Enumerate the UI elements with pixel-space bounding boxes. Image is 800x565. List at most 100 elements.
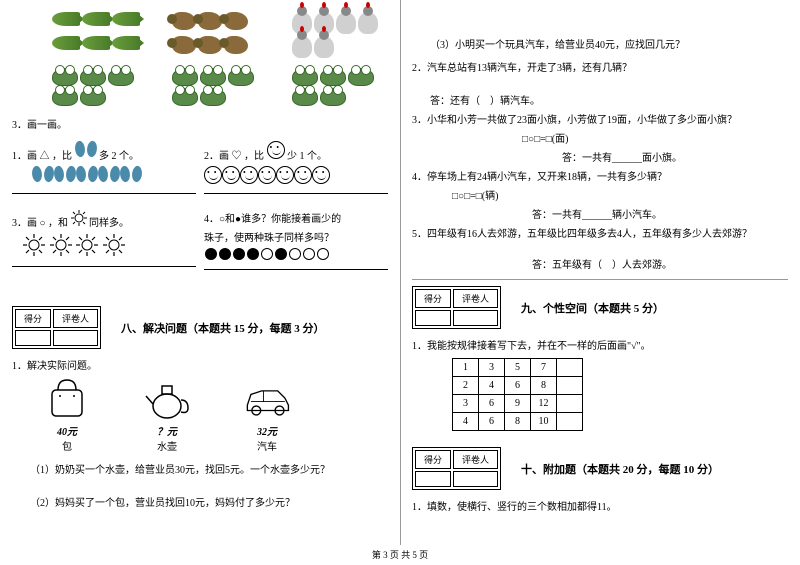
frog-group-3 — [292, 68, 382, 106]
section10-title: 十、附加题（本题共 20 分，每题 10 分） — [521, 461, 719, 477]
frog-icon — [200, 88, 226, 106]
score-cell — [15, 330, 51, 346]
q3-text: 3．画 ○ ，和 同样多。 — [12, 210, 196, 229]
draw-q3: 3．画 ○ ，和 同样多。 — [12, 206, 196, 276]
q8-5-ans: 答：五年级有（ ）人去郊游。 — [532, 256, 788, 271]
table-row: 36912 — [453, 395, 583, 413]
cell: 7 — [531, 359, 557, 377]
butterfly-icon — [32, 166, 54, 184]
frog-row — [52, 68, 388, 106]
answer-line — [204, 269, 388, 270]
face-icon — [258, 166, 276, 184]
face-icon — [312, 166, 330, 184]
score-h1: 得分 — [15, 309, 51, 328]
answer-line — [204, 193, 388, 194]
score-h2: 评卷人 — [453, 450, 498, 469]
left-column: 3．画一画。 1．画 △ ，比 多 2 个。 2．画 ♡ ，比 少 1 个。 3… — [0, 0, 400, 565]
frog-icon — [348, 68, 374, 86]
score-cell — [453, 310, 498, 326]
q8-1-2: （2）妈妈买了一个包，营业员找回10元，妈妈付了多少元？ — [30, 494, 388, 509]
butterfly-icon — [75, 141, 97, 159]
cell: 10 — [531, 413, 557, 431]
draw-row-1: 1．画 △ ，比 多 2 个。 2．画 ♡ ，比 少 1 个。 — [12, 137, 388, 200]
draw-q4: 4．○和●谁多？你能接着画少的 珠子，使两种珠子同样多吗？ — [204, 206, 388, 276]
q3-a: 3．画 ○ ，和 — [12, 218, 68, 229]
face-icon — [294, 166, 312, 184]
sun-icon — [102, 233, 126, 257]
cell: 12 — [531, 395, 557, 413]
cell: 1 — [453, 359, 479, 377]
score-cell — [453, 471, 498, 487]
dot-row — [204, 248, 388, 263]
q4-b: 珠子，使两种珠子同样多吗？ — [204, 229, 388, 244]
q8-2-ans: 答：还有（ ）辆汽车。 — [430, 92, 788, 107]
duck-icon — [198, 36, 222, 54]
cell: 3 — [479, 359, 505, 377]
butterfly-icon — [98, 166, 120, 184]
fish-icon — [112, 12, 140, 26]
q9-1: 1．我能按规律接着写下去，并在不一样的后面画"√"。 — [412, 337, 788, 352]
score-box: 得分评卷人 — [412, 447, 501, 490]
score-h2: 评卷人 — [53, 309, 98, 328]
sequence-table: 1357 2468 36912 46810 — [452, 358, 583, 431]
cell: 4 — [453, 413, 479, 431]
score-h1: 得分 — [415, 289, 451, 308]
face-row — [204, 166, 388, 187]
cell — [557, 413, 583, 431]
butterfly-icon — [54, 166, 76, 184]
duck-icon — [224, 36, 248, 54]
label-kettle: 水壶 — [142, 438, 192, 453]
section8-header: 得分评卷人 八、解决问题（本题共 15 分，每题 3 分） — [12, 306, 388, 349]
kettle-icon — [142, 376, 192, 420]
q2-b: 少 1 个。 — [287, 151, 327, 162]
draw-q1: 1．画 △ ，比 多 2 个。 — [12, 137, 196, 200]
frog-group-1 — [52, 68, 142, 106]
sun-icon — [71, 210, 87, 226]
fish-group — [52, 12, 142, 58]
frog-icon — [80, 88, 106, 106]
white-dot-icon — [289, 248, 301, 260]
cell: 8 — [531, 377, 557, 395]
page-footer: 第 3 页 共 5 页 — [0, 548, 800, 561]
q8-5: 5．四年级有16人去郊游，五年级比四年级多去4人，五年级有多少人去郊游？ — [412, 225, 788, 240]
section10-header: 得分评卷人 十、附加题（本题共 20 分，每题 10 分） — [412, 447, 788, 490]
black-dot-icon — [219, 248, 231, 260]
animal-row — [52, 12, 388, 58]
frog-icon — [52, 68, 78, 86]
fish-icon — [52, 12, 80, 26]
q8-3: 3．小华和小芳一共做了23面小旗，小芳做了19面，小华做了多少面小旗？ — [412, 111, 788, 126]
chicken-icon — [314, 36, 334, 58]
score-box: 得分评卷人 — [12, 306, 101, 349]
white-dot-icon — [303, 248, 315, 260]
duck-icon — [172, 36, 196, 54]
table-row: 2468 — [453, 377, 583, 395]
cell — [557, 359, 583, 377]
cell: 3 — [453, 395, 479, 413]
frog-icon — [292, 88, 318, 106]
q8-3-eq: □○□=□(面) — [522, 130, 788, 145]
price-bag: 40元 — [42, 423, 92, 438]
chicken-icon — [292, 36, 312, 58]
right-column: （3）小明买一个玩具汽车，给营业员40元，应找回几元？ 2．汽车总站有13辆汽车… — [400, 0, 800, 565]
q8-3-ans: 答：一共有______面小旗。 — [562, 149, 788, 164]
fish-icon — [82, 12, 110, 26]
chicken-icon — [358, 12, 378, 34]
q8-1-3: （3）小明买一个玩具汽车，给营业员40元，应找回几元？ — [430, 36, 788, 51]
sun-icon — [75, 233, 99, 257]
chicken-group — [292, 12, 382, 58]
bag-icon — [42, 376, 92, 420]
draw-q2: 2．画 ♡ ，比 少 1 个。 — [204, 137, 388, 200]
q8-4-ans: 答：一共有______辆小汽车。 — [532, 206, 788, 221]
black-dot-icon — [247, 248, 259, 260]
frog-icon — [108, 68, 134, 86]
item-car: 32元 汽车 — [242, 376, 292, 453]
frog-icon — [228, 68, 254, 86]
chicken-icon — [336, 12, 356, 34]
score-h1: 得分 — [415, 450, 451, 469]
frog-icon — [320, 68, 346, 86]
score-h2: 评卷人 — [453, 289, 498, 308]
sun-icon — [49, 233, 73, 257]
black-dot-icon — [275, 248, 287, 260]
q2-a: 2．画 ♡ ，比 — [204, 151, 264, 162]
black-dot-icon — [233, 248, 245, 260]
